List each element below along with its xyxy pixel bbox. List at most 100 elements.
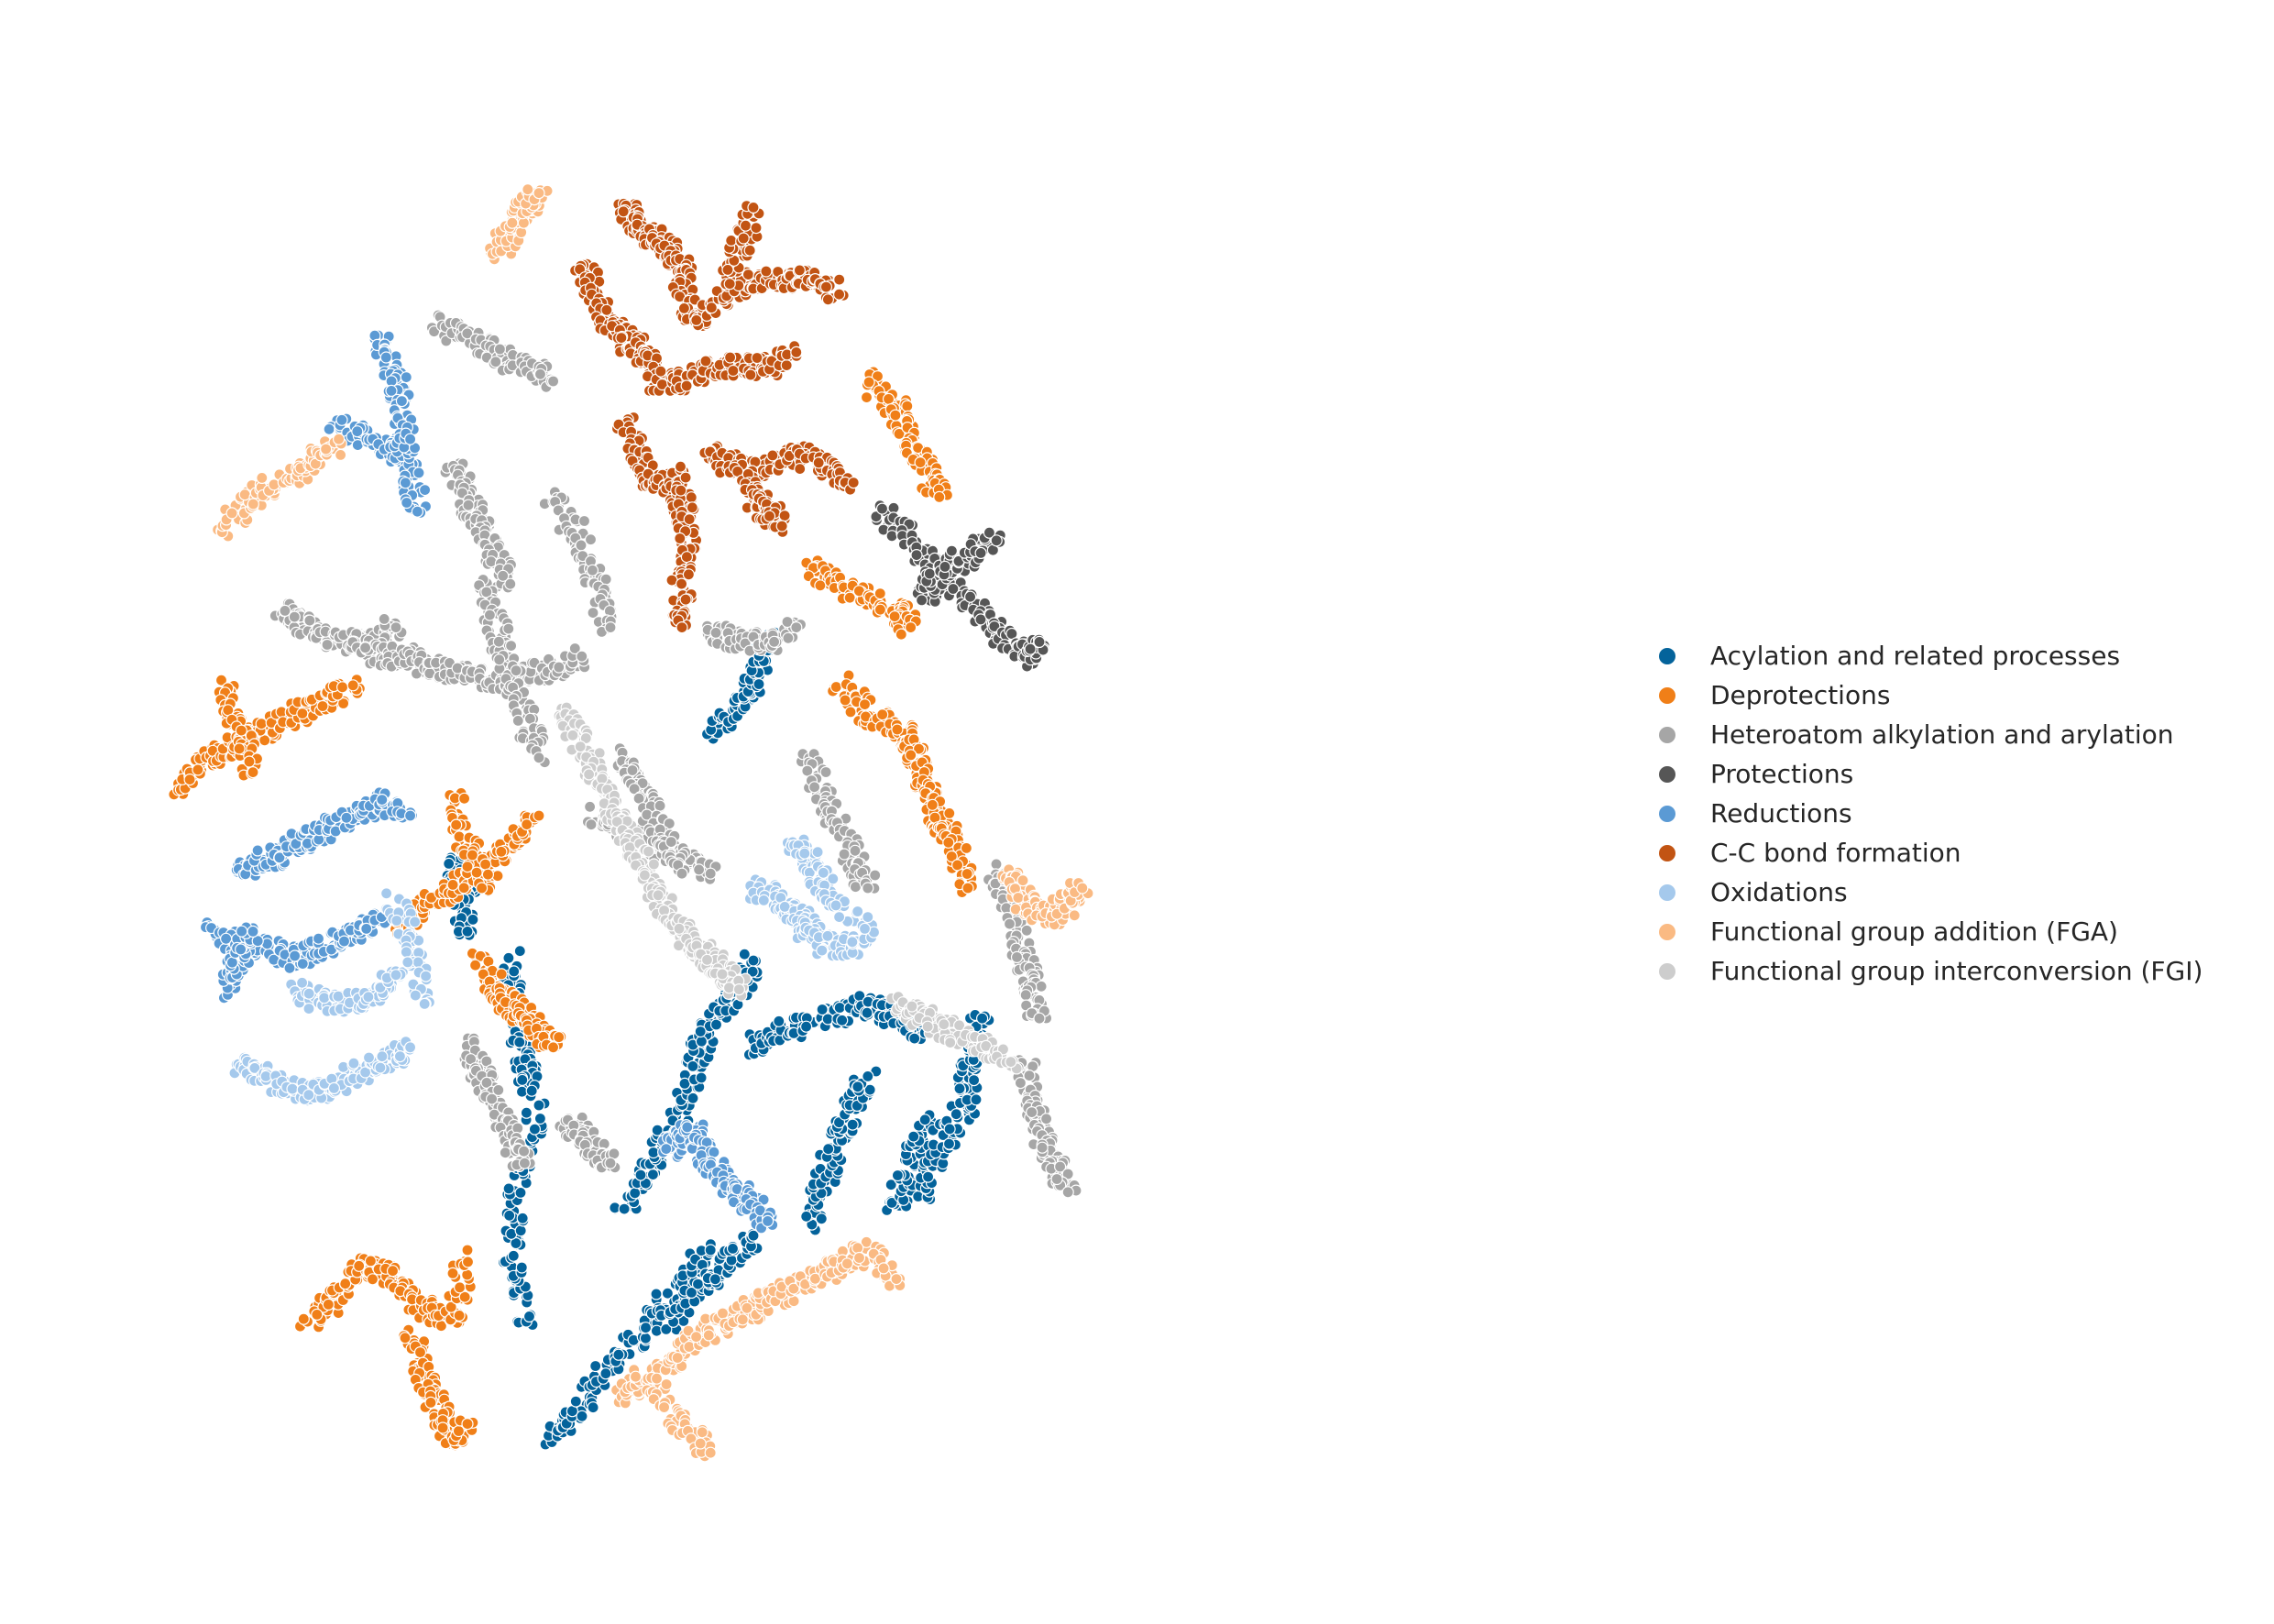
data-point (279, 604, 291, 618)
data-point (400, 371, 412, 384)
data-point (493, 653, 506, 666)
data-point (709, 1273, 722, 1286)
data-point (192, 763, 204, 776)
data-point (860, 391, 873, 404)
data-point (247, 925, 259, 938)
data-point (963, 590, 977, 603)
data-point (1033, 635, 1046, 649)
data-point (960, 841, 973, 855)
data-point (533, 752, 545, 764)
data-point (569, 1395, 582, 1408)
data-point (504, 577, 517, 590)
data-point (575, 539, 588, 552)
data-point (1039, 1113, 1053, 1125)
data-point (891, 723, 904, 736)
data-point (296, 707, 309, 720)
data-point (360, 922, 373, 936)
data-point (990, 534, 1003, 547)
data-point (533, 809, 545, 822)
data-point (514, 1224, 527, 1237)
data-point (336, 681, 349, 694)
data-point (513, 1036, 526, 1048)
data-point (443, 857, 456, 871)
data-point (450, 818, 463, 831)
data-point (926, 798, 939, 811)
data-point (915, 594, 928, 607)
data-point (507, 1249, 520, 1262)
data-point (708, 1146, 720, 1158)
data-point (687, 1059, 699, 1073)
data-point (390, 620, 402, 634)
data-point (767, 635, 781, 648)
data-point (807, 781, 821, 794)
data-point (470, 866, 483, 879)
data-point (475, 882, 489, 894)
data-point (1033, 1012, 1046, 1025)
data-point (819, 765, 832, 779)
data-point (738, 948, 751, 960)
data-point (1014, 1076, 1027, 1090)
data-point (747, 954, 760, 967)
data-point (376, 793, 389, 807)
data-point (844, 706, 857, 719)
data-point (502, 622, 515, 635)
data-point (901, 400, 914, 412)
data-point (1035, 980, 1048, 993)
data-point (694, 1025, 707, 1038)
data-point (1023, 1069, 1036, 1082)
data-point (910, 548, 923, 562)
data-point (533, 1112, 547, 1125)
data-point (353, 1259, 366, 1272)
data-point (876, 708, 889, 721)
data-point (921, 1170, 935, 1183)
data-point (829, 680, 842, 694)
data-point (945, 544, 959, 557)
data-point (587, 1401, 599, 1414)
data-point (839, 694, 851, 707)
data-point (869, 869, 882, 882)
data-point (626, 763, 639, 777)
data-point (1050, 1172, 1063, 1186)
data-point (589, 1359, 602, 1373)
data-point (634, 1169, 647, 1181)
data-point (379, 351, 392, 364)
data-point (822, 1143, 835, 1156)
data-point (1026, 1105, 1038, 1119)
data-point (753, 677, 765, 691)
data-point (846, 1118, 859, 1131)
data-point (522, 1310, 536, 1323)
data-point (950, 1108, 962, 1121)
data-point (953, 1082, 966, 1095)
data-point (359, 642, 372, 654)
data-point (629, 1187, 642, 1200)
data-point (235, 724, 247, 737)
data-point (576, 1410, 588, 1422)
data-point (337, 935, 351, 948)
data-point (604, 1157, 617, 1169)
data-point (970, 1093, 983, 1106)
data-point (399, 1332, 412, 1344)
data-point (814, 579, 827, 592)
data-point (483, 609, 497, 621)
data-point (461, 925, 474, 938)
data-point (502, 951, 515, 964)
data-point (907, 1130, 920, 1143)
data-point (889, 409, 902, 422)
data-point (704, 1244, 717, 1256)
data-point (339, 1278, 352, 1290)
data-point (395, 395, 408, 408)
data-point (612, 1348, 625, 1361)
data-point (311, 1308, 324, 1322)
data-point (461, 1244, 474, 1256)
data-point (833, 1001, 846, 1015)
data-point (660, 1322, 673, 1336)
data-point (413, 1345, 427, 1359)
data-point (849, 881, 862, 894)
data-point (939, 560, 951, 574)
data-point (1010, 950, 1024, 964)
data-point (782, 631, 795, 644)
data-point (709, 626, 722, 640)
data-point (577, 514, 591, 528)
data-point (1003, 917, 1016, 930)
data-point (576, 650, 588, 663)
